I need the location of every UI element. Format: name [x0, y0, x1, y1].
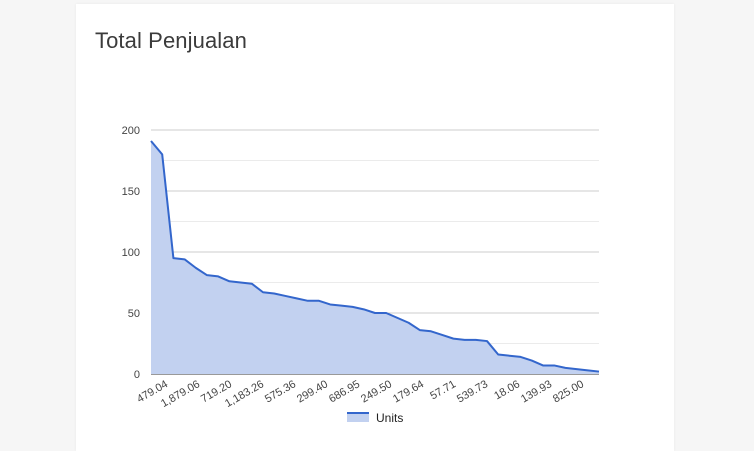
x-tick-label: 575.36 — [263, 378, 298, 405]
y-tick-label: 100 — [122, 247, 140, 259]
x-tick-label: 18.06 — [492, 378, 522, 402]
y-tick-label: 150 — [122, 186, 140, 198]
legend-label: Units — [376, 411, 403, 425]
x-tick-label: 299.40 — [295, 378, 330, 405]
x-tick-label: 179.64 — [391, 378, 426, 405]
x-tick-label: 825.00 — [551, 378, 586, 405]
chart-card: Total Penjualan 0 50 100 150 200 479.04 1,879.… — [76, 4, 674, 451]
x-tick-label: 539.73 — [455, 378, 490, 405]
y-tick-label: 200 — [122, 125, 140, 137]
chart-title: Total Penjualan — [95, 28, 247, 53]
x-tick-label: 139.93 — [519, 378, 554, 405]
legend-swatch-area — [347, 413, 369, 422]
y-tick-label: 0 — [134, 369, 140, 381]
series-area — [151, 140, 599, 374]
y-tick-label: 50 — [128, 308, 140, 320]
x-tick-label: 249.50 — [359, 378, 394, 405]
series-line — [150, 140, 600, 373]
x-tick-label: 686.95 — [327, 378, 362, 405]
x-tick-label: 57.71 — [428, 378, 458, 402]
sales-chart: 050100150200479.041,879.06719.201,183.26… — [122, 125, 600, 425]
